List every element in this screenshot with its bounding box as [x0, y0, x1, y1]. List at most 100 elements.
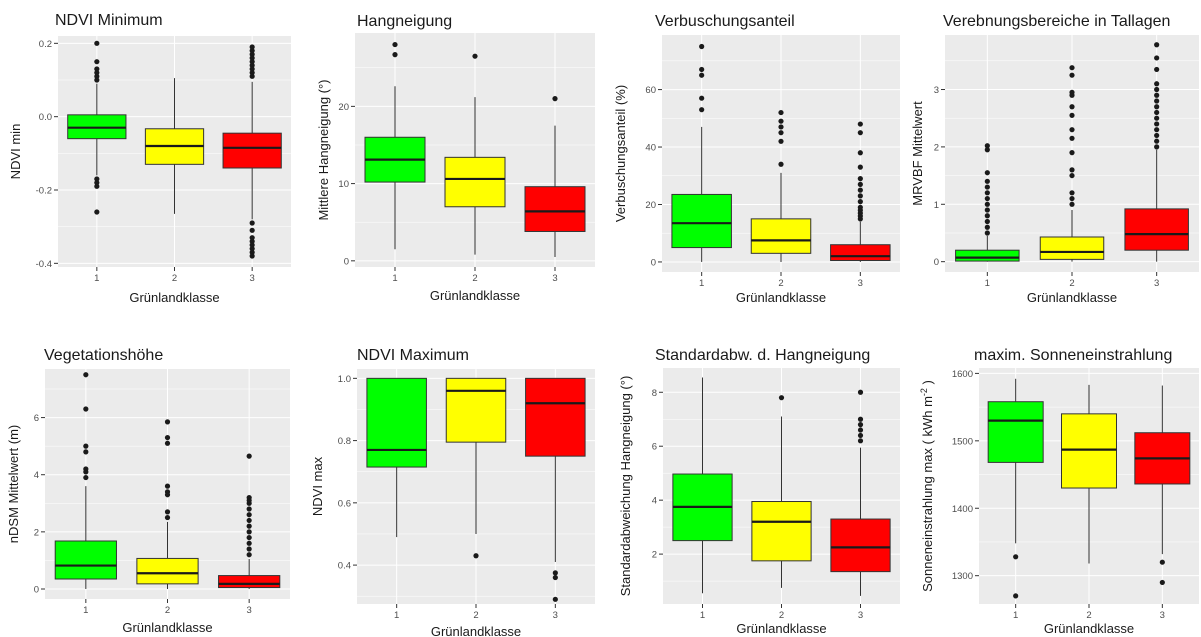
chart-title: maxim. Sonneneinstrahlung [974, 347, 1172, 364]
y-tick-label: 40 [645, 143, 656, 154]
y-tick-label: 0.2 [39, 39, 52, 50]
y-tick-label: 0.6 [338, 498, 351, 509]
x-tick-label: 3 [247, 605, 252, 616]
outlier-point [94, 66, 100, 72]
y-tick-label: 1300 [952, 571, 973, 582]
x-tick-label: 1 [94, 273, 99, 284]
box-class-1 [366, 377, 427, 538]
outlier-point [94, 180, 100, 186]
x-axis-label: Grünlandklasse [122, 620, 212, 635]
outlier-point [1069, 167, 1075, 173]
y-axis-label: Sonneneinstrahlung max ( kWh m-2 ) [919, 380, 935, 592]
outlier-point [857, 427, 864, 433]
box-iqr [830, 244, 891, 262]
box-iqr [671, 193, 732, 249]
box-class-1 [54, 372, 117, 589]
outlier-point [249, 55, 255, 61]
y-tick-label: 0.4 [338, 561, 351, 572]
outlier-point [857, 130, 863, 136]
y-tick-label: 0.8 [338, 436, 351, 447]
box-class-2 [1061, 384, 1117, 564]
x-tick-label: 3 [1154, 278, 1159, 289]
x-tick-label: 3 [552, 273, 557, 284]
x-tick-label: 1 [700, 610, 705, 621]
box-iqr [1039, 236, 1105, 260]
outlier-point [83, 406, 89, 412]
outlier-point [857, 181, 863, 187]
box-class-2 [136, 419, 199, 589]
outlier-point [552, 574, 558, 581]
x-tick-label: 3 [858, 278, 863, 289]
outlier-point [1069, 201, 1075, 207]
outlier-point [1154, 121, 1160, 127]
outlier-point [1069, 135, 1075, 141]
outlier-point [249, 59, 255, 65]
chart-panel: 0.4 0.6 0.8 1.0 1 2 3 NDVI Maximum Grünlandklass… [310, 347, 595, 637]
box-class-1 [67, 40, 127, 215]
outlier-point [249, 238, 255, 244]
box-class-2 [1039, 65, 1105, 262]
outlier-point [699, 66, 705, 73]
y-tick-label: 20 [645, 200, 656, 211]
outlier-point [857, 432, 864, 439]
chart-panel: 1300 1400 1500 1600 1 2 3 maxim. Sonneneinstrah… [919, 347, 1199, 636]
outlier-point [246, 546, 252, 552]
outlier-point [984, 184, 990, 190]
x-tick-label: 3 [553, 610, 558, 621]
outlier-point [1069, 104, 1075, 110]
outlier-point [984, 190, 990, 196]
outlier-point [246, 453, 252, 459]
outlier-point [778, 395, 785, 401]
x-tick-label: 1 [83, 605, 88, 616]
box-iqr [1061, 413, 1117, 489]
outlier-point [249, 70, 255, 76]
outlier-point [249, 227, 255, 233]
x-tick-label: 1 [1013, 610, 1018, 621]
chart-title: Hangneigung [357, 13, 452, 30]
outlier-point [392, 41, 398, 48]
outlier-point [984, 224, 990, 230]
box-iqr [525, 377, 586, 457]
outlier-point [699, 95, 705, 101]
outlier-point [857, 187, 863, 193]
outlier-point [1013, 593, 1019, 599]
outlier-point [699, 43, 705, 50]
box-iqr [987, 401, 1044, 463]
outlier-point [1154, 132, 1160, 139]
chart-panel: -0.4 -0.2 0.0 0.2 1 2 3 NDVI Minimum Grünlandkla… [8, 12, 291, 305]
x-axis-label: Grünlandklasse [430, 288, 520, 303]
outlier-point [984, 207, 990, 213]
outlier-point [1154, 115, 1160, 121]
outlier-point [1069, 190, 1075, 196]
outlier-point [249, 73, 255, 79]
outlier-point [249, 235, 255, 241]
box-class-3 [830, 389, 891, 596]
outlier-point [552, 596, 558, 602]
y-tick-label: 4 [34, 470, 39, 481]
outlier-point [1154, 98, 1160, 104]
outlier-point [164, 509, 171, 515]
outlier-point [778, 124, 784, 130]
outlier-point [246, 552, 252, 558]
y-tick-label: 10 [338, 179, 349, 190]
outlier-point [984, 195, 990, 202]
outlier-point [778, 138, 784, 144]
x-axis-label: Grünlandklasse [1027, 290, 1117, 305]
outlier-point [249, 48, 255, 54]
box-class-1 [671, 43, 732, 262]
outlier-point [1069, 92, 1075, 98]
y-tick-label: -0.4 [36, 259, 52, 270]
y-axis-label: Standardabweichung Hangneigung (°) [618, 376, 633, 597]
x-tick-label: 3 [1160, 610, 1165, 621]
chart-title: NDVI Minimum [55, 12, 163, 29]
outlier-point [984, 201, 990, 207]
outlier-point [164, 440, 171, 446]
box-class-2 [144, 78, 205, 214]
outlier-point [249, 246, 255, 252]
outlier-point [1154, 109, 1160, 116]
outlier-point [857, 422, 864, 428]
x-tick-label: 2 [165, 605, 170, 616]
outlier-point [1159, 559, 1165, 565]
x-tick-label: 2 [473, 610, 478, 621]
outlier-point [1159, 579, 1165, 586]
